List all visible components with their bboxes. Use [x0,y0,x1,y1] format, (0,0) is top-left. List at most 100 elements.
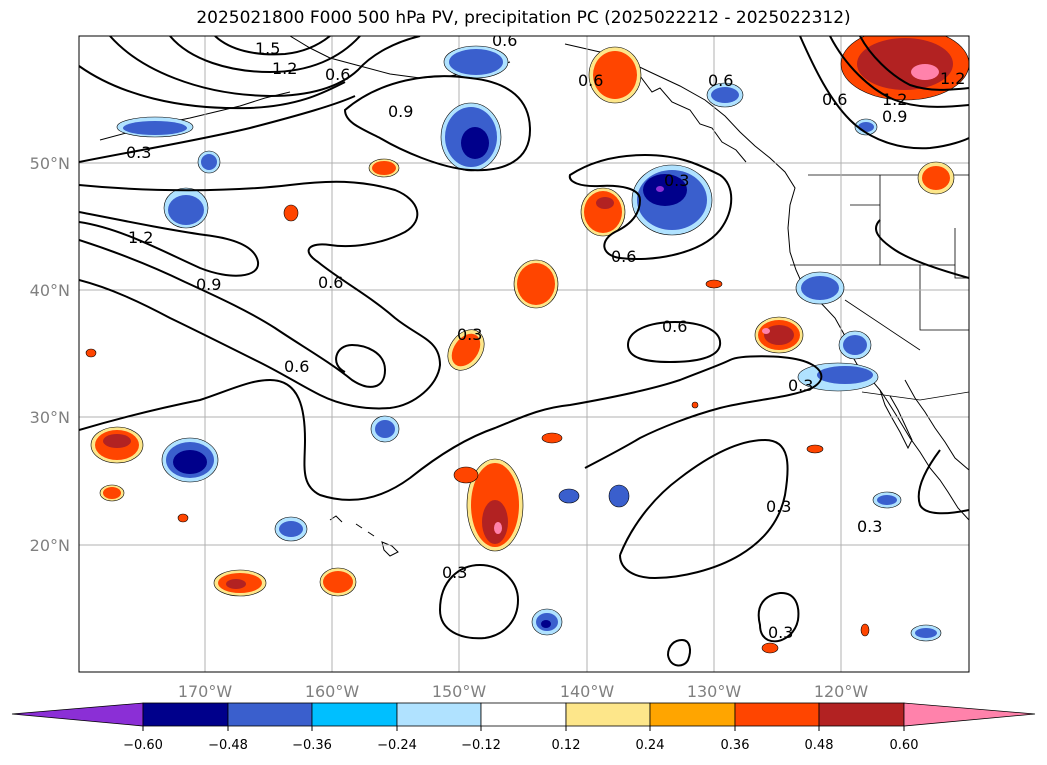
precip-blob-west-subtropical-positive [90,426,144,464]
precip-blob-west-negative [163,187,209,229]
hawaii-islands [329,515,399,557]
precip-blob-bc-coast-negative [706,82,744,108]
colorbar-tick-label: −0.36 [292,738,332,753]
precip-blob-northeast-strong-positive [840,36,969,101]
colorbar-bin [734,702,820,727]
contour-label: 0.3 [442,563,467,582]
precip-blob-california-negative [795,271,845,305]
map-title: 2025021800 F000 500 hPa PV, precipitatio… [196,8,851,28]
precip-blob-northeast-pacific-positive [580,187,626,237]
map-panel: 1.5 1.2 0.6 0.9 0.3 1.2 0.9 0.6 0.6 0.3 … [79,31,969,672]
pv-contour-0-9-northeast [829,36,969,108]
lat-label: 40°N [30,281,70,300]
lon-label: 130°W [687,682,742,701]
pv-contour-0-6-east-small [626,320,722,364]
contour-label: 0.3 [664,171,689,190]
lat-label: 30°N [30,408,70,427]
precip-blob-small-negatives [274,484,942,642]
precip-blob-central-north-negative [440,102,502,172]
pv-contour-0-3-small-south [666,638,691,667]
colorbar-tick-label: 0.36 [721,738,750,753]
colorbar-tick-label: 0.12 [552,738,581,753]
precip-blob-central-small-positive [283,158,400,222]
lon-label: 160°W [305,682,360,701]
colorbar-tick-label: −0.12 [461,738,501,753]
precip-blob-small-positives [85,348,870,654]
contour-label: 0.6 [318,273,343,292]
contour-label: 0.3 [768,623,793,642]
colorbar [11,702,1036,727]
colorbar-tick-label: 0.24 [636,738,665,753]
contour-label: 0.6 [611,247,636,266]
colorbar-extend-low [11,702,144,727]
pv-contour-0-6-coast [799,36,969,150]
contour-label: 0.3 [788,376,813,395]
pv-contour-1-5 [214,36,331,56]
colorbar-bin [227,702,313,727]
contour-label: 0.9 [388,102,413,121]
pv-contours [79,36,969,667]
contour-label: 0.6 [492,31,517,50]
contour-label: 0.6 [284,357,309,376]
contour-label: 0.9 [882,107,907,126]
contour-label: 0.6 [708,71,733,90]
pv-contour-0-3-southeast [757,591,800,643]
contour-label: 0.3 [126,143,151,162]
longitude-axis-labels: 170°W 160°W 150°W 140°W 130°W 120°W [178,682,869,701]
colorbar-ticks: −0.60 −0.48 −0.36 −0.24 −0.12 0.12 0.24 … [123,726,918,753]
precip-blob-alaska-positive [588,46,642,104]
pv-contour-0-6-main [79,180,442,410]
pv-contour-0-3-far-east [875,219,969,279]
gulf-of-california-coast [904,379,969,471]
lon-label: 150°W [432,682,487,701]
precip-blob-small-negative-160w [197,150,221,174]
colorbar-bin [311,702,398,727]
lon-label: 120°W [814,682,869,701]
lat-label: 50°N [30,154,70,173]
contour-label: 1.2 [128,228,153,247]
precip-blob-aleutian-negative [116,116,194,138]
colorbar-bin [142,702,229,727]
contour-label: 0.3 [457,325,482,344]
contour-label: 1.2 [882,90,907,109]
latitude-axis-labels: 20°N 30°N 40°N 50°N [30,154,70,555]
pv-contour-0-6-north [109,36,421,98]
contour-label: 0.6 [578,71,603,90]
colorbar-tick-label: −0.60 [123,738,163,753]
colorbar-tick-label: 0.48 [805,738,834,753]
colorbar-tick-label: −0.24 [377,738,417,753]
pv-contour-0-3-east [619,438,789,580]
pv-contour-0-9-west-lower [79,239,387,388]
precip-blob-hawaii-positive [466,458,524,552]
precip-blob-gulf-alaska-negative [443,45,509,79]
precip-blob-mid-pacific-positive [513,259,723,309]
precip-blob-subtropical-negative-160w [370,415,400,443]
pv-contour-0-9-west [79,65,346,110]
pv-contour-1-2-north [169,36,361,74]
pv-contour-0-6-east-box [568,153,733,261]
baja-california [879,389,913,450]
colorbar-bin [649,702,736,727]
precip-blob-central-streak-positive [447,329,485,371]
pv-contour-0-3-mexico [917,449,969,515]
contour-label: 0.6 [325,65,350,84]
pv-contour-0-3-hawaii [438,563,520,640]
precipitation-blobs [85,36,969,654]
contour-label: 0.6 [822,90,847,109]
contour-label: 0.3 [766,497,791,516]
colorbar-bin [565,702,651,727]
lon-label: 140°W [560,682,615,701]
colorbar-bin [396,702,482,727]
colorbar-bin [818,702,905,727]
lon-label: 170°W [178,682,233,701]
contour-labels: 1.5 1.2 0.6 0.9 0.3 1.2 0.9 0.6 0.6 0.3 … [126,31,965,642]
map-frame [78,35,970,673]
pv-contour-0-3-upper [79,95,356,163]
lat-label: 20°N [30,536,70,555]
pv-contour-1-2-northeast [859,36,969,91]
pv-contour-0-9-central [343,75,532,172]
precip-blob-california-offshore-positive [754,316,804,354]
us-mexico-border [861,391,969,401]
colorbar-tick-label: −0.48 [208,738,248,753]
contour-label: 0.9 [196,275,221,294]
